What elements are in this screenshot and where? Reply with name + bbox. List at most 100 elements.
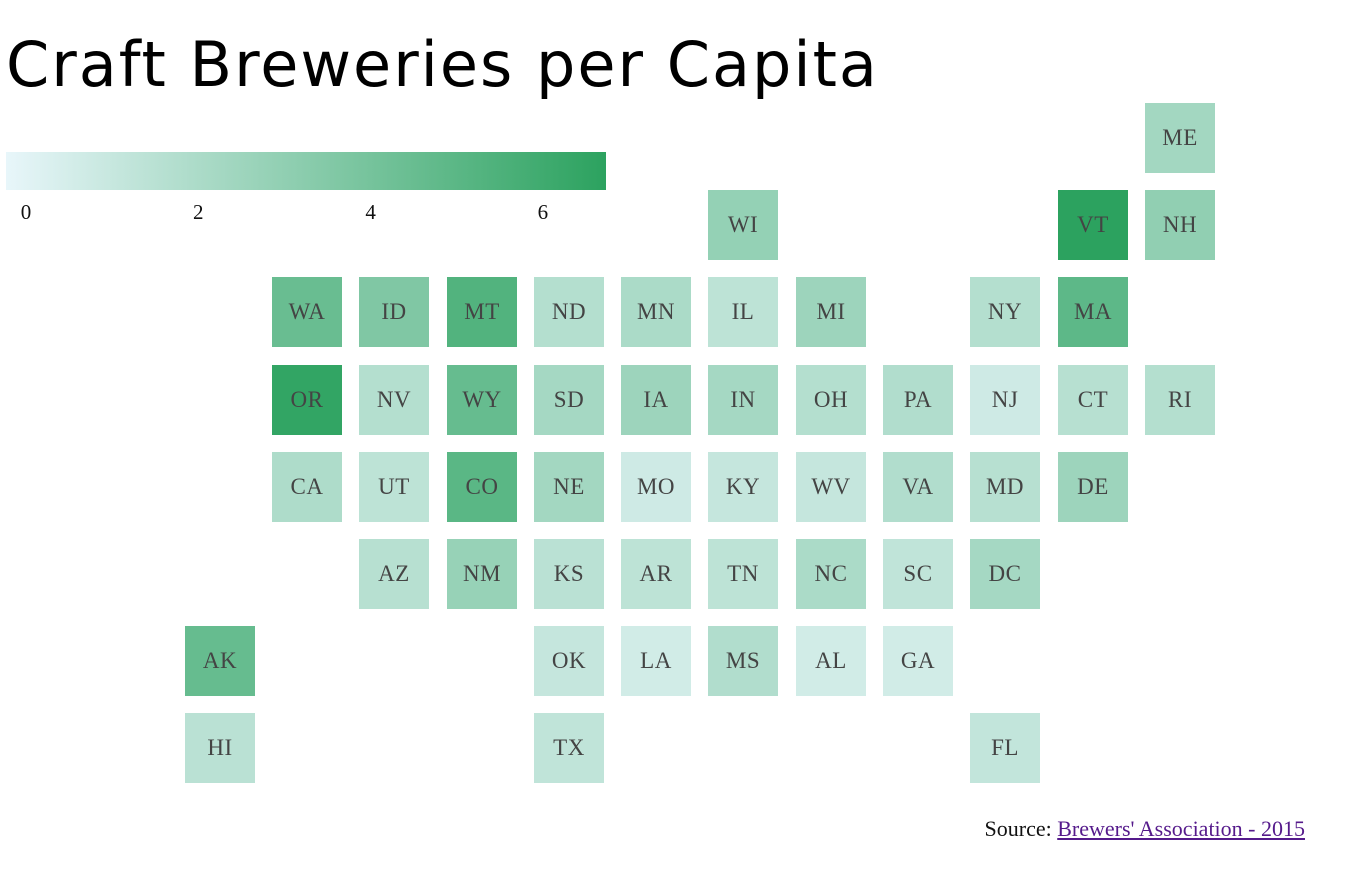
state-tile-az[interactable]: AZ bbox=[359, 539, 429, 609]
state-label: DC bbox=[988, 561, 1022, 586]
state-label: KS bbox=[553, 561, 585, 586]
state-label: WY bbox=[462, 387, 502, 412]
state-tile-sc[interactable]: SC bbox=[883, 539, 953, 609]
state-tile-ga[interactable]: GA bbox=[883, 626, 953, 696]
state-label: OR bbox=[290, 387, 324, 412]
state-label: GA bbox=[900, 648, 936, 673]
state-tile-nm[interactable]: NM bbox=[447, 539, 517, 609]
state-tile-mo[interactable]: MO bbox=[621, 452, 691, 522]
state-label: VA bbox=[902, 474, 934, 499]
state-label: NM bbox=[462, 561, 502, 586]
state-tile-al[interactable]: AL bbox=[796, 626, 866, 696]
state-tile-il[interactable]: IL bbox=[708, 277, 778, 347]
state-label: MD bbox=[985, 474, 1025, 499]
state-tile-tx[interactable]: TX bbox=[534, 713, 604, 783]
state-tile-or[interactable]: OR bbox=[272, 365, 342, 435]
state-tile-wa[interactable]: WA bbox=[272, 277, 342, 347]
state-tile-ok[interactable]: OK bbox=[534, 626, 604, 696]
state-label: NE bbox=[553, 474, 585, 499]
state-label: WV bbox=[811, 474, 851, 499]
state-tile-in[interactable]: IN bbox=[708, 365, 778, 435]
state-tile-ar[interactable]: AR bbox=[621, 539, 691, 609]
state-tile-ny[interactable]: NY bbox=[970, 277, 1040, 347]
state-tile-oh[interactable]: OH bbox=[796, 365, 866, 435]
state-label: FL bbox=[991, 735, 1019, 760]
state-tile-id[interactable]: ID bbox=[359, 277, 429, 347]
state-label: MA bbox=[1073, 299, 1113, 324]
state-label: SC bbox=[903, 561, 933, 586]
state-tile-dc[interactable]: DC bbox=[970, 539, 1040, 609]
state-tile-sd[interactable]: SD bbox=[534, 365, 604, 435]
state-label: ME bbox=[1162, 125, 1198, 150]
legend-tick-label: 2 bbox=[193, 200, 204, 224]
state-label: CA bbox=[290, 474, 324, 499]
color-legend: 0 2 4 6 bbox=[6, 152, 606, 232]
state-tile-ri[interactable]: RI bbox=[1145, 365, 1215, 435]
state-tile-nd[interactable]: ND bbox=[534, 277, 604, 347]
state-tile-pa[interactable]: PA bbox=[883, 365, 953, 435]
state-tile-ky[interactable]: KY bbox=[708, 452, 778, 522]
state-tile-wv[interactable]: WV bbox=[796, 452, 866, 522]
state-label: IL bbox=[731, 299, 755, 324]
state-tile-md[interactable]: MD bbox=[970, 452, 1040, 522]
state-label: WI bbox=[727, 212, 759, 237]
state-tile-hi[interactable]: HI bbox=[185, 713, 255, 783]
state-tile-wy[interactable]: WY bbox=[447, 365, 517, 435]
state-label: ND bbox=[551, 299, 587, 324]
state-label: AK bbox=[202, 648, 238, 673]
state-label: DE bbox=[1077, 474, 1109, 499]
state-tile-ut[interactable]: UT bbox=[359, 452, 429, 522]
state-label: PA bbox=[903, 387, 933, 412]
state-label: RI bbox=[1168, 387, 1192, 412]
state-label: IN bbox=[730, 387, 756, 412]
state-tile-la[interactable]: LA bbox=[621, 626, 691, 696]
state-label: NY bbox=[987, 299, 1023, 324]
state-tile-nv[interactable]: NV bbox=[359, 365, 429, 435]
state-tile-ca[interactable]: CA bbox=[272, 452, 342, 522]
state-label: AR bbox=[639, 561, 673, 586]
state-tile-nh[interactable]: NH bbox=[1145, 190, 1215, 260]
state-tile-ct[interactable]: CT bbox=[1058, 365, 1128, 435]
state-tile-nj[interactable]: NJ bbox=[970, 365, 1040, 435]
state-label: CT bbox=[1077, 387, 1109, 412]
state-tile-ms[interactable]: MS bbox=[708, 626, 778, 696]
source-prefix: Source: bbox=[984, 816, 1058, 841]
state-tile-de[interactable]: DE bbox=[1058, 452, 1128, 522]
state-tile-fl[interactable]: FL bbox=[970, 713, 1040, 783]
state-label: WA bbox=[288, 299, 326, 324]
state-label: MS bbox=[725, 648, 761, 673]
state-label: NH bbox=[1162, 212, 1198, 237]
state-label: TN bbox=[727, 561, 759, 586]
state-tile-ia[interactable]: IA bbox=[621, 365, 691, 435]
state-tile-wi[interactable]: WI bbox=[708, 190, 778, 260]
state-label: LA bbox=[640, 648, 672, 673]
state-label: NC bbox=[814, 561, 848, 586]
state-label: MI bbox=[816, 299, 846, 324]
state-tile-ma[interactable]: MA bbox=[1058, 277, 1128, 347]
page-title: Craft Breweries per Capita bbox=[6, 28, 879, 101]
state-tile-ks[interactable]: KS bbox=[534, 539, 604, 609]
state-label: UT bbox=[378, 474, 410, 499]
state-tile-ne[interactable]: NE bbox=[534, 452, 604, 522]
state-tile-mt[interactable]: MT bbox=[447, 277, 517, 347]
state-tile-vt[interactable]: VT bbox=[1058, 190, 1128, 260]
state-label: OK bbox=[551, 648, 587, 673]
state-label: ID bbox=[381, 299, 407, 324]
state-tile-va[interactable]: VA bbox=[883, 452, 953, 522]
state-label: HI bbox=[207, 735, 233, 760]
state-label: NV bbox=[376, 387, 412, 412]
state-tile-mn[interactable]: MN bbox=[621, 277, 691, 347]
state-tile-me[interactable]: ME bbox=[1145, 103, 1215, 173]
state-tile-nc[interactable]: NC bbox=[796, 539, 866, 609]
state-label: MN bbox=[636, 299, 676, 324]
state-label: MO bbox=[636, 474, 676, 499]
state-tile-co[interactable]: CO bbox=[447, 452, 517, 522]
state-label: VT bbox=[1077, 212, 1109, 237]
source-link[interactable]: Brewers' Association - 2015 bbox=[1057, 816, 1305, 841]
legend-gradient-bar bbox=[6, 152, 606, 190]
legend-tick-label: 4 bbox=[365, 200, 376, 224]
state-tile-tn[interactable]: TN bbox=[708, 539, 778, 609]
state-tile-mi[interactable]: MI bbox=[796, 277, 866, 347]
state-tile-ak[interactable]: AK bbox=[185, 626, 255, 696]
